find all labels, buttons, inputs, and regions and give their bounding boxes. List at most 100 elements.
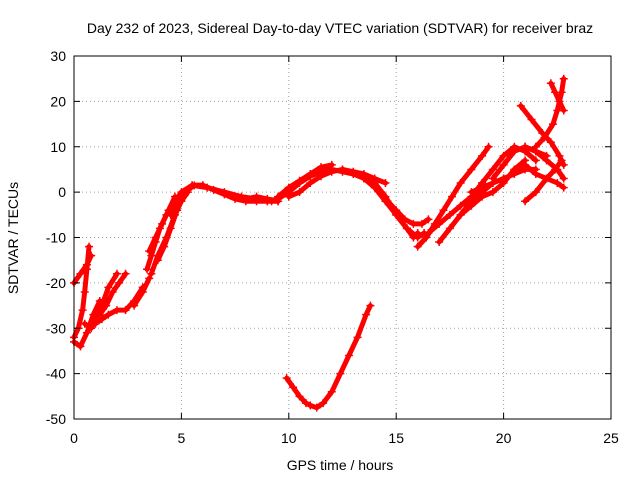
- data-point: [82, 260, 91, 269]
- data-point: [336, 369, 345, 378]
- data-point: [166, 224, 175, 233]
- data-point: [143, 265, 152, 274]
- data-point: [289, 383, 298, 392]
- data-point: [80, 287, 89, 296]
- ticks: 0 5 10 15 20 25 -50 -40 -30 -20 -10 0 10 20 30: [46, 48, 619, 446]
- data-point: [317, 172, 326, 181]
- data-point: [104, 283, 113, 292]
- data-point: [78, 306, 87, 315]
- data-point: [147, 269, 156, 278]
- data-point: [284, 183, 293, 192]
- data-point: [559, 174, 568, 183]
- data-point: [559, 183, 568, 192]
- data-point: [241, 194, 250, 203]
- data-point: [402, 224, 411, 233]
- data-point: [80, 319, 89, 328]
- data-point: [484, 142, 493, 151]
- data-point: [531, 156, 540, 165]
- data-point: [488, 165, 497, 174]
- data-point: [551, 165, 560, 174]
- data-point: [424, 215, 433, 224]
- data-point: [381, 192, 390, 201]
- data-point: [559, 74, 568, 83]
- data-point: [312, 403, 321, 412]
- data-point: [540, 133, 549, 142]
- data-point: [488, 179, 497, 188]
- data-point: [177, 192, 186, 201]
- x-axis-label: GPS time / hours: [287, 457, 394, 473]
- data-point: [306, 179, 315, 188]
- data-point: [413, 228, 422, 237]
- x-tick-label: 0: [70, 430, 78, 446]
- data-point: [76, 342, 85, 351]
- data-point: [542, 156, 551, 165]
- data-point: [282, 374, 291, 383]
- y-tick-label: 20: [50, 93, 66, 109]
- data-point: [121, 306, 130, 315]
- y-tick-label: -40: [46, 366, 66, 382]
- data-point: [87, 251, 96, 260]
- data-point: [121, 269, 130, 278]
- data-point: [130, 301, 139, 310]
- data-point: [301, 399, 310, 408]
- data-point: [527, 115, 536, 124]
- data-point: [531, 188, 540, 197]
- data-point: [327, 160, 336, 169]
- x-tick-label: 10: [281, 430, 297, 446]
- data-point: [413, 242, 422, 251]
- series-2: [71, 253, 94, 286]
- data-point: [173, 201, 182, 210]
- data-point: [284, 192, 293, 201]
- data-point: [521, 197, 530, 206]
- data-point: [467, 201, 476, 210]
- data-point: [104, 310, 113, 319]
- data-point: [370, 179, 379, 188]
- data-point: [95, 310, 104, 319]
- data-point: [435, 219, 444, 228]
- data-point: [263, 197, 272, 206]
- data-point: [478, 192, 487, 201]
- data-point: [145, 274, 154, 283]
- y-tick-label: 0: [58, 184, 66, 200]
- data-point: [203, 183, 212, 192]
- data-point: [553, 179, 562, 188]
- data-point: [160, 242, 169, 251]
- data-point: [188, 181, 197, 190]
- grid: [74, 56, 611, 419]
- data-point: [467, 165, 476, 174]
- data-point: [559, 106, 568, 115]
- x-tick-label: 15: [388, 430, 404, 446]
- data-point: [555, 151, 564, 160]
- series-23: [425, 180, 485, 236]
- data-point: [295, 176, 304, 185]
- data-point: [467, 188, 476, 197]
- data-point: [362, 310, 371, 319]
- data-point: [327, 167, 336, 176]
- data-point: [448, 192, 457, 201]
- data-point: [317, 163, 326, 172]
- data-point: [82, 328, 91, 337]
- data-point: [327, 387, 336, 396]
- data-point: [87, 324, 96, 333]
- data-point: [424, 228, 433, 237]
- x-tick-label: 5: [178, 430, 186, 446]
- data-point: [359, 174, 368, 183]
- data-point: [274, 192, 283, 201]
- data-point: [344, 351, 353, 360]
- data-point: [478, 151, 487, 160]
- data-point: [91, 319, 100, 328]
- data-point: [338, 165, 347, 174]
- data-point: [295, 188, 304, 197]
- data-point: [112, 269, 121, 278]
- data-point: [499, 151, 508, 160]
- data-point: [551, 88, 560, 97]
- data-point: [392, 210, 401, 219]
- series-17: [286, 166, 388, 200]
- data-point: [478, 183, 487, 192]
- data-point: [417, 219, 426, 228]
- data-point: [549, 120, 558, 129]
- data-point: [409, 219, 418, 228]
- data-point: [158, 219, 167, 228]
- data-point: [353, 333, 362, 342]
